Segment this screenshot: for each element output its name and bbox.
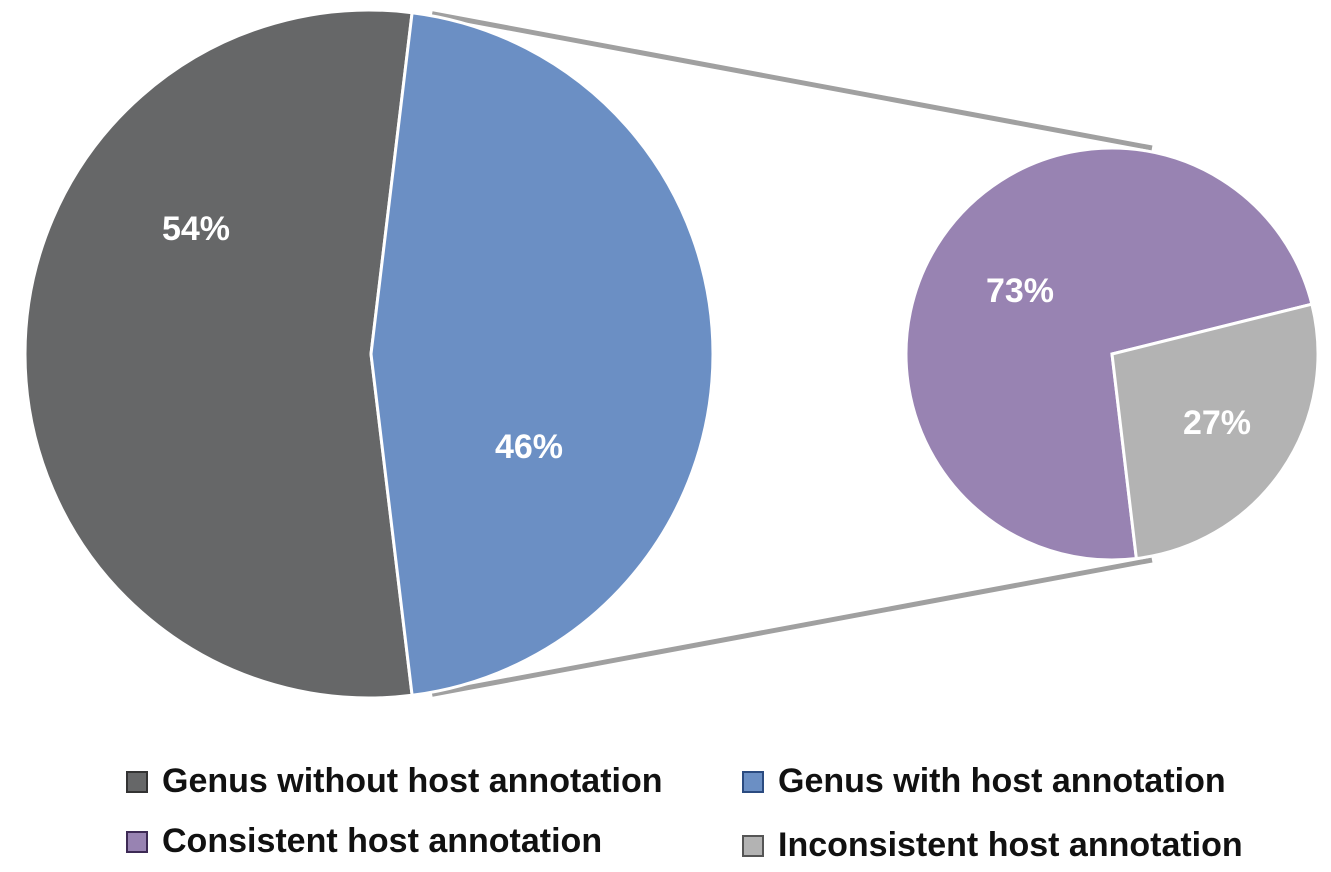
slice-genus-with-host-annotation [369, 11, 715, 697]
data-labels: 54% 46% 73% 27% [162, 210, 1251, 466]
data-label-consistent-host-annotation: 73% [986, 272, 1054, 310]
data-label-inconsistent-host-annotation: 27% [1183, 404, 1251, 442]
connector-lines [431, 11, 1153, 697]
connector-line-top [431, 11, 1153, 151]
slice-consistent-host-annotation [904, 146, 1314, 562]
secondary-pie [904, 146, 1320, 562]
connector-line-bottom [431, 557, 1153, 697]
slice-genus-without-host-annotation [23, 8, 414, 700]
main-pie [23, 8, 715, 700]
data-label-genus-without-host-annotation: 54% [162, 210, 230, 248]
data-label-genus-with-host-annotation: 46% [495, 428, 563, 466]
slice-inconsistent-host-annotation [1110, 302, 1320, 561]
